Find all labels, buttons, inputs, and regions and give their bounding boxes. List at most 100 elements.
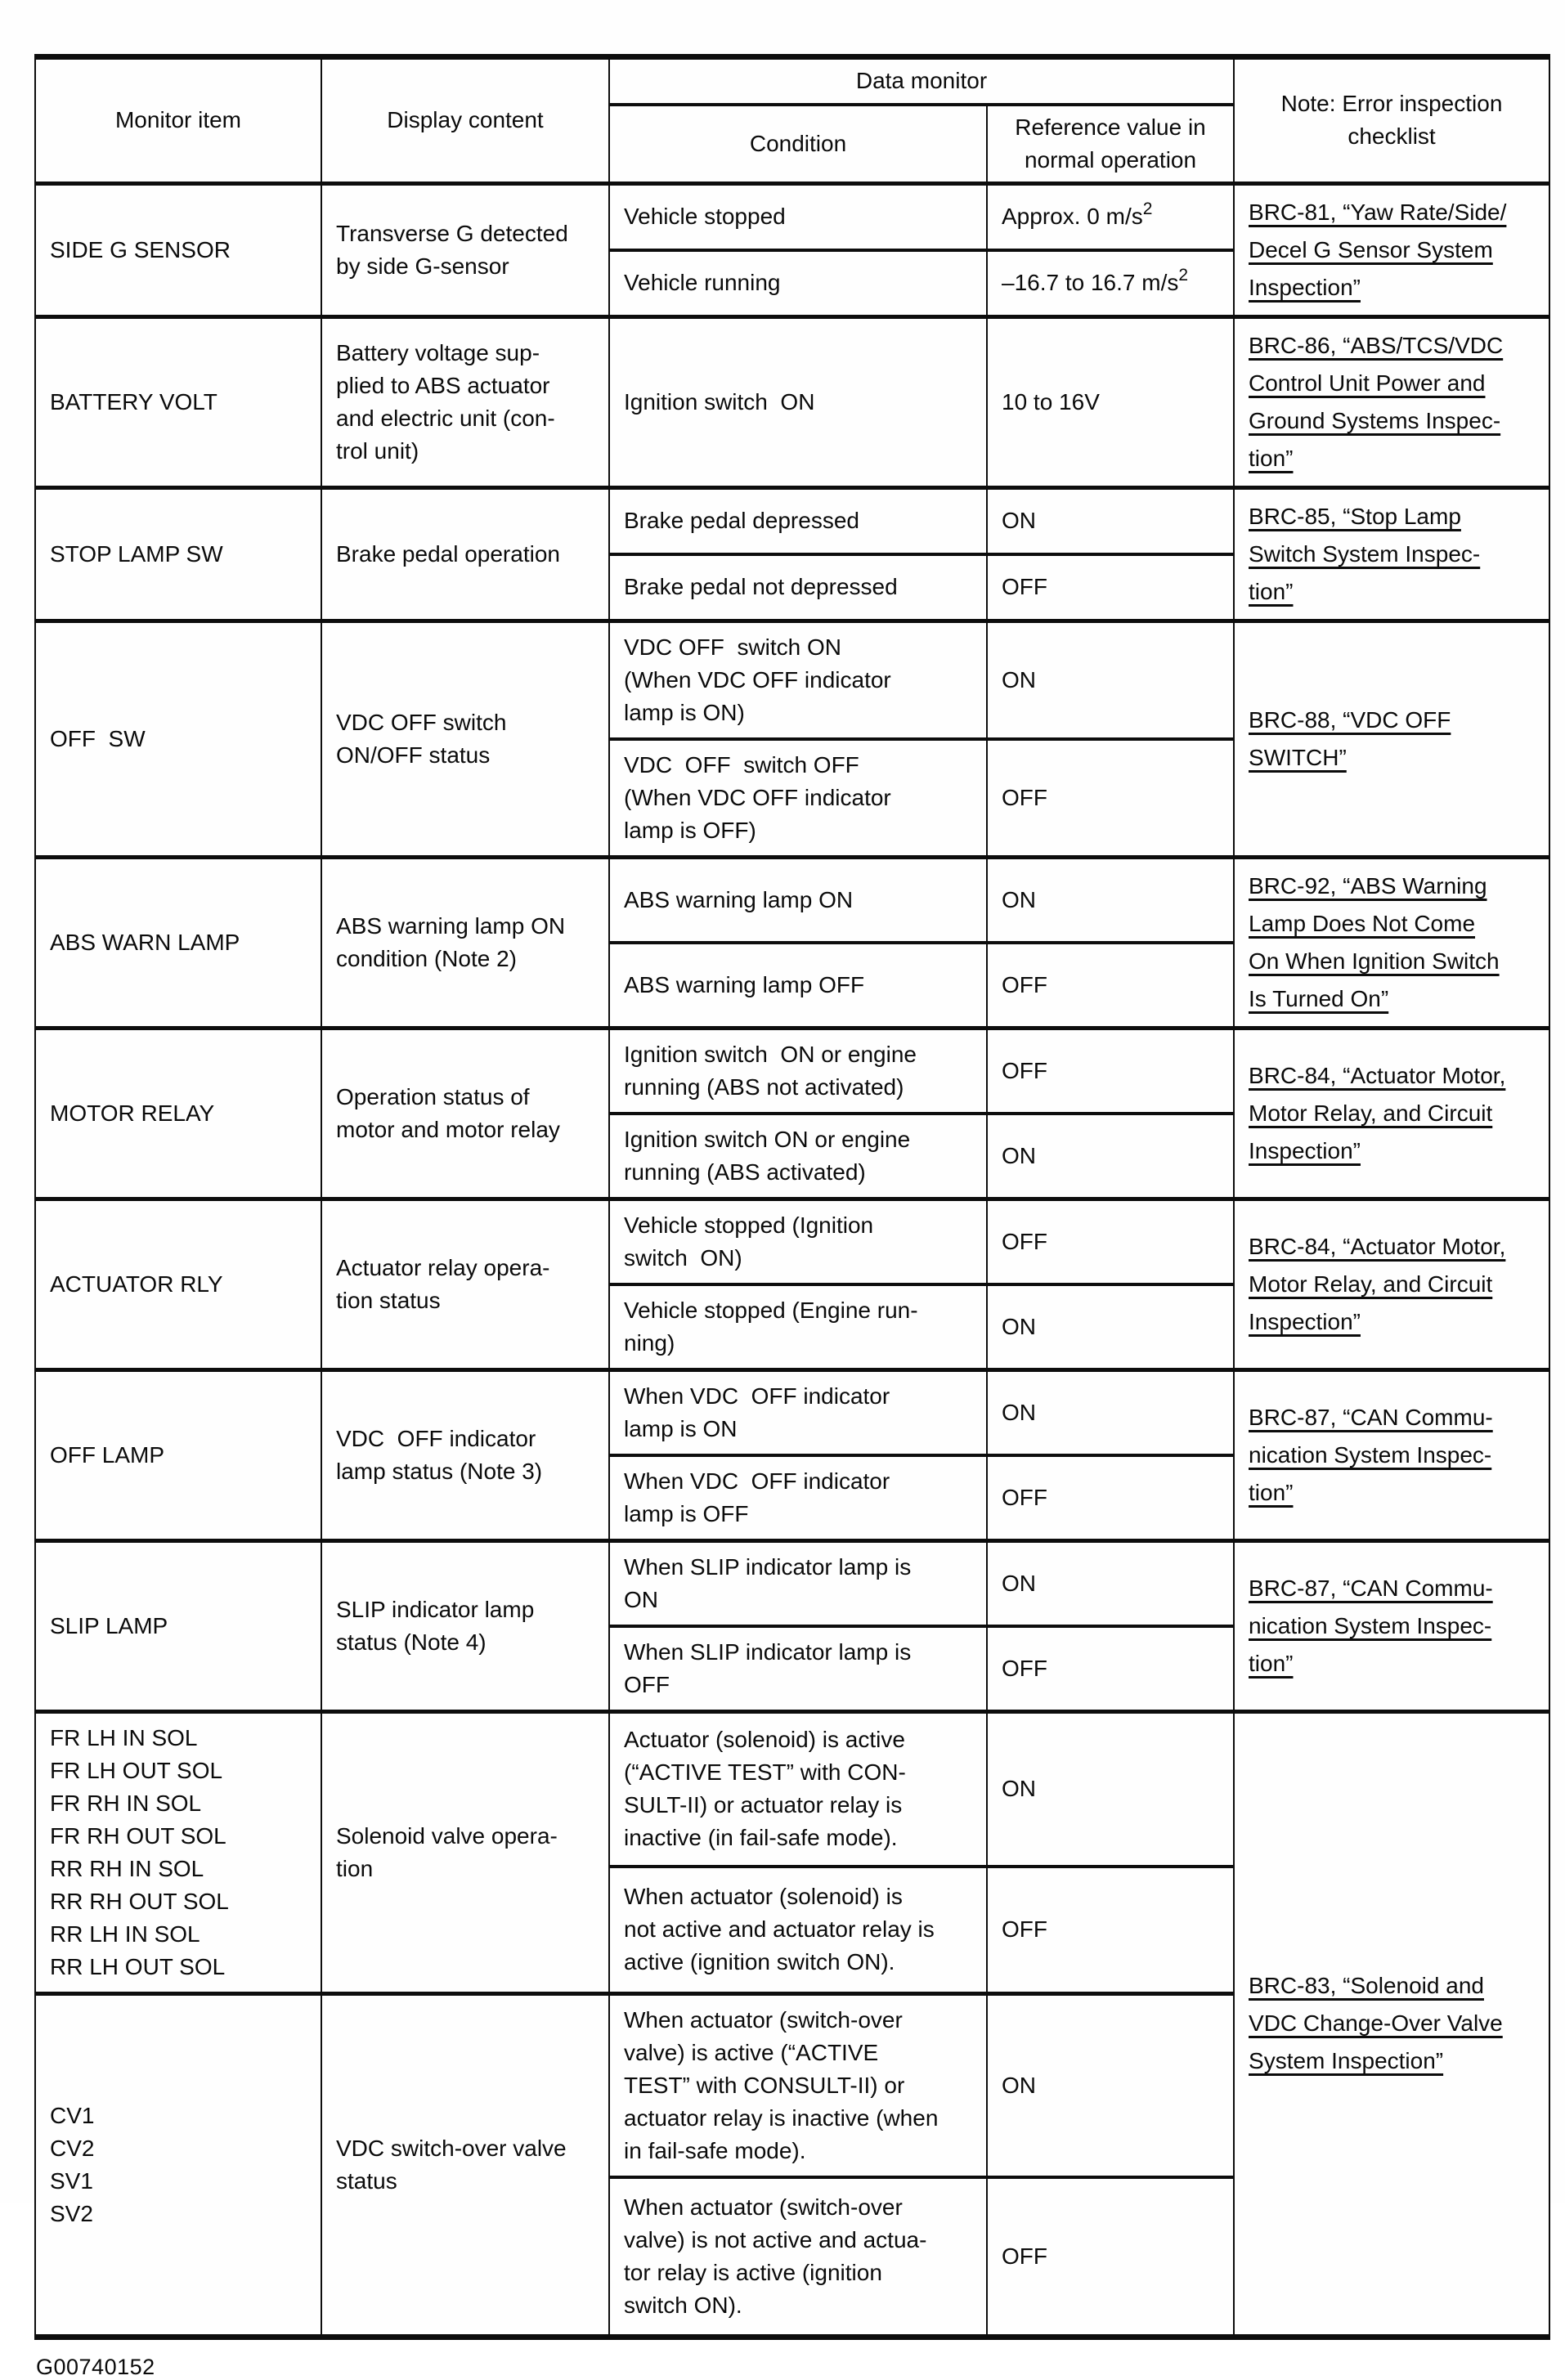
reference-cell: OFF	[985, 1027, 1235, 1114]
figure-id: G00740152	[36, 2355, 155, 2379]
monitor-item-cell: OFF SW	[34, 620, 322, 858]
condition-cell: Ignition switch ON or engine running (AB…	[608, 1111, 988, 1199]
reference-cell: ON	[985, 856, 1235, 943]
reference-cell: OFF	[985, 1865, 1235, 1994]
reference-cell: ON	[985, 1369, 1235, 1456]
note-link[interactable]: BRC-87, “CAN Commu- nication System Insp…	[1249, 1404, 1493, 1505]
display-content-cell: Actuator relay opera- tion status	[321, 1198, 610, 1370]
note-cell: BRC-87, “CAN Commu- nication System Insp…	[1233, 1540, 1551, 1712]
reference-cell: ON	[985, 1710, 1235, 1868]
condition-cell: When actuator (switch-over valve) is not…	[608, 2175, 988, 2338]
scanned-manual-page: Monitor item Display content Data monito…	[34, 54, 1551, 2379]
condition-cell: Brake pedal not depressed	[608, 552, 988, 621]
table-row-abs-warn-lamp: ABS WARN LAMP ABS warning lamp ON condit…	[34, 856, 1551, 1029]
reference-cell: ON	[985, 1540, 1235, 1627]
condition-cell: Actuator (solenoid) is active (“ACTIVE T…	[608, 1710, 988, 1868]
reference-cell: ON	[985, 1111, 1235, 1199]
table-row-off-lamp: OFF LAMP VDC OFF indicator lamp status (…	[34, 1369, 1551, 1541]
table-row-side-g-sensor: SIDE G SENSOR Transverse G detected by s…	[34, 182, 1551, 317]
reference-cell: OFF	[985, 2175, 1235, 2338]
note-link[interactable]: BRC-85, “Stop Lamp Switch System Inspec-…	[1249, 503, 1481, 604]
note-link[interactable]: BRC-81, “Yaw Rate/Side/ Decel G Sensor S…	[1249, 199, 1507, 300]
note-cell: BRC-83, “Solenoid and VDC Change-Over Va…	[1233, 1710, 1551, 2338]
note-cell: BRC-86, “ABS/TCS/VDC Control Unit Power …	[1233, 316, 1551, 488]
note-link[interactable]: BRC-86, “ABS/TCS/VDC Control Unit Power …	[1249, 332, 1504, 471]
condition-cell: Vehicle running	[608, 248, 988, 317]
display-content-cell: Battery voltage sup- plied to ABS actuat…	[321, 316, 610, 488]
display-content-cell: ABS warning lamp ON condition (Note 2)	[321, 856, 610, 1029]
condition-cell: When VDC OFF indicator lamp is OFF	[608, 1453, 988, 1541]
superscript: 2	[1178, 266, 1189, 285]
note-cell: BRC-84, “Actuator Motor, Motor Relay, an…	[1233, 1027, 1551, 1199]
reference-cell: OFF	[985, 552, 1235, 621]
reference-cell: OFF	[985, 940, 1235, 1029]
note-cell: BRC-87, “CAN Commu- nication System Insp…	[1233, 1369, 1551, 1541]
condition-cell: When SLIP indicator lamp is ON	[608, 1540, 988, 1627]
reference-cell: ON	[985, 1282, 1235, 1370]
condition-cell: When actuator (switch-over valve) is act…	[608, 1991, 988, 2178]
display-content-cell: Brake pedal operation	[321, 486, 610, 621]
note-cell: BRC-85, “Stop Lamp Switch System Inspec-…	[1233, 486, 1551, 621]
display-content-cell: VDC OFF switch ON/OFF status	[321, 620, 610, 858]
condition-cell: VDC OFF switch ON (When VDC OFF indicato…	[608, 620, 988, 740]
header-note: Note: Error inspection checklist	[1233, 56, 1551, 184]
reference-cell: 10 to 16V	[985, 316, 1235, 488]
monitor-item-cell: OFF LAMP	[34, 1369, 322, 1541]
condition-cell: ABS warning lamp OFF	[608, 940, 988, 1029]
note-cell: BRC-84, “Actuator Motor, Motor Relay, an…	[1233, 1198, 1551, 1370]
data-monitor-table: Monitor item Display content Data monito…	[34, 54, 1551, 2340]
condition-cell: Vehicle stopped (Ignition switch ON)	[608, 1198, 988, 1285]
table-row-motor-relay: MOTOR RELAY Operation status of motor an…	[34, 1027, 1551, 1199]
table-row-off-sw: OFF SW VDC OFF switch ON/OFF status VDC …	[34, 620, 1551, 858]
condition-cell: VDC OFF switch OFF (When VDC OFF indicat…	[608, 737, 988, 858]
note-link[interactable]: BRC-84, “Actuator Motor, Motor Relay, an…	[1249, 1062, 1506, 1163]
monitor-item-cell: STOP LAMP SW	[34, 486, 322, 621]
condition-cell: Vehicle stopped	[608, 182, 988, 251]
header-reference: Reference value in normal operation	[985, 103, 1235, 184]
reference-cell: ON	[985, 486, 1235, 555]
reference-cell: ON	[985, 620, 1235, 740]
table-row-battery-volt: BATTERY VOLT Battery voltage sup- plied …	[34, 316, 1551, 488]
table-row-slip-lamp: SLIP LAMP SLIP indicator lamp status (No…	[34, 1540, 1551, 1712]
note-cell: BRC-88, “VDC OFF SWITCH”	[1233, 620, 1551, 858]
note-cell: BRC-81, “Yaw Rate/Side/ Decel G Sensor S…	[1233, 182, 1551, 317]
note-link[interactable]: BRC-83, “Solenoid and VDC Change-Over Va…	[1249, 1973, 1503, 2074]
table-row-solenoid-and-valve: FR LH IN SOL FR LH OUT SOL FR RH IN SOL …	[34, 1710, 1551, 2338]
condition-cell: Brake pedal depressed	[608, 486, 988, 555]
table-header: Monitor item Display content Data monito…	[34, 56, 1551, 184]
monitor-item-cell: ABS WARN LAMP	[34, 856, 322, 1029]
monitor-item-cell: FR LH IN SOL FR LH OUT SOL FR RH IN SOL …	[34, 1710, 322, 1994]
display-content-cell: Operation status of motor and motor rela…	[321, 1027, 610, 1199]
table-row-stop-lamp-sw: STOP LAMP SW Brake pedal operation Brake…	[34, 486, 1551, 621]
note-cell: BRC-92, “ABS Warning Lamp Does Not Come …	[1233, 856, 1551, 1029]
monitor-item-cell: SIDE G SENSOR	[34, 182, 322, 317]
note-link[interactable]: BRC-87, “CAN Commu- nication System Insp…	[1249, 1575, 1493, 1676]
monitor-item-cell: MOTOR RELAY	[34, 1027, 322, 1199]
reference-cell: ON	[985, 1991, 1235, 2178]
condition-cell: When SLIP indicator lamp is OFF	[608, 1624, 988, 1712]
reference-cell: –16.7 to 16.7 m/s2	[985, 248, 1235, 317]
display-content-cell: VDC switch-over valve status	[321, 1991, 610, 2338]
reference-cell: OFF	[985, 1453, 1235, 1541]
condition-cell: When actuator (solenoid) is not active a…	[608, 1865, 988, 1994]
header-data-monitor: Data monitor	[608, 56, 1235, 106]
display-content-cell: VDC OFF indicator lamp status (Note 3)	[321, 1369, 610, 1541]
display-content-cell: Solenoid valve opera- tion	[321, 1710, 610, 1994]
note-link[interactable]: BRC-92, “ABS Warning Lamp Does Not Come …	[1249, 872, 1500, 1011]
reference-cell: Approx. 0 m/s2	[985, 182, 1235, 251]
header-condition: Condition	[608, 103, 988, 184]
header-monitor-item: Monitor item	[34, 56, 322, 184]
monitor-item-cell: ACTUATOR RLY	[34, 1198, 322, 1370]
condition-cell: ABS warning lamp ON	[608, 856, 988, 943]
table-row-actuator-rly: ACTUATOR RLY Actuator relay opera- tion …	[34, 1198, 1551, 1370]
superscript: 2	[1142, 199, 1153, 218]
monitor-item-cell: CV1 CV2 SV1 SV2	[34, 1991, 322, 2338]
reference-cell: OFF	[985, 1198, 1235, 1285]
monitor-item-cell: SLIP LAMP	[34, 1540, 322, 1712]
header-display-content: Display content	[321, 56, 610, 184]
note-link[interactable]: BRC-88, “VDC OFF SWITCH”	[1249, 706, 1451, 770]
note-link[interactable]: BRC-84, “Actuator Motor, Motor Relay, an…	[1249, 1233, 1506, 1334]
condition-cell: Ignition switch ON	[608, 316, 988, 488]
reference-cell: OFF	[985, 737, 1235, 858]
display-content-cell: Transverse G detected by side G-sensor	[321, 182, 610, 317]
